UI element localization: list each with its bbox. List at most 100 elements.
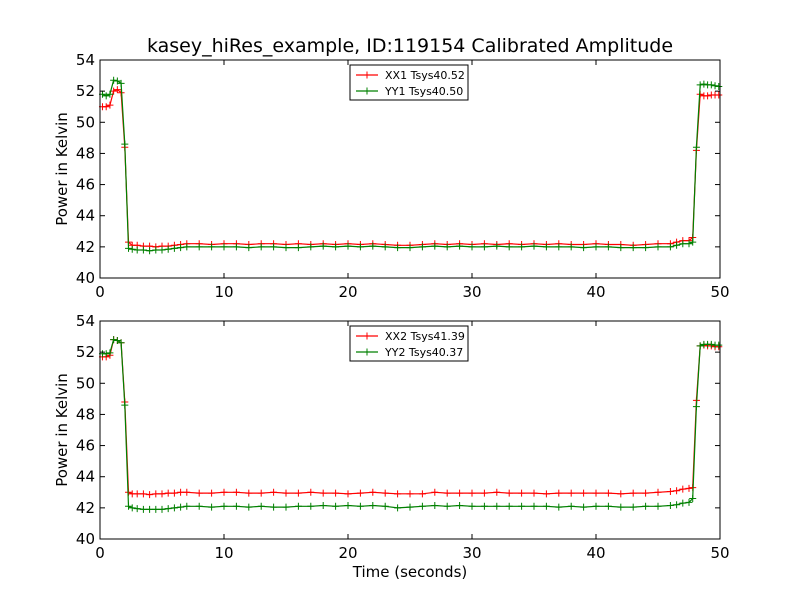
x-tick-label: 50 [710,544,729,562]
data-point [146,505,154,513]
data-point [369,502,377,510]
data-point [480,502,488,510]
data-point [715,82,723,90]
data-point [555,243,563,251]
y-axis-label-text: Power in Kelvin [53,112,71,226]
data-point [232,243,240,251]
data-point [146,491,154,499]
data-point [480,243,488,251]
data-point [183,243,191,251]
data-point [257,502,265,510]
data-point [480,489,488,497]
data-point [673,487,681,495]
data-point [133,246,141,254]
data-point [629,503,637,511]
data-point [617,503,625,511]
data-point [139,246,147,254]
data-point [128,245,136,253]
data-point [102,103,110,111]
y-tick-label: 54 [76,51,95,69]
data-point [158,246,166,254]
data-point [406,503,414,511]
data-point [245,244,253,252]
data-point [164,489,172,497]
data-point [666,488,674,496]
data-point [152,490,160,498]
data-point [102,350,110,358]
y-tick-label: 52 [76,82,95,100]
data-point [567,243,575,251]
data-point [692,403,700,411]
data-point [257,489,265,497]
data-point [456,489,464,497]
y-axis-label: Power in Kelvin [53,112,71,226]
data-point [128,504,136,512]
data-point [443,489,451,497]
data-point [685,484,693,492]
data-point [369,488,377,496]
data-point [110,336,118,344]
legend-marker [363,348,371,356]
data-point [113,77,121,85]
data-point [113,86,121,94]
data-point [381,502,389,510]
data-point [146,247,154,255]
data-point [443,243,451,251]
data-point [282,489,290,497]
data-point [629,244,637,252]
legend-item: XX1 Tsys40.52 [356,69,465,82]
data-point [468,243,476,251]
data-point [164,505,172,513]
y-tick-label: 46 [76,176,95,194]
data-point [245,489,253,497]
data-point [106,349,114,357]
data-point [493,502,501,510]
data-point [270,243,278,251]
data-point [220,502,228,510]
y-tick-label: 42 [76,499,95,517]
data-point [567,489,575,497]
data-point [654,243,662,251]
data-point [418,490,426,498]
data-point [257,243,265,251]
data-point [530,489,538,497]
x-tick-label: 30 [462,283,481,301]
data-point [530,242,538,250]
data-point [125,244,133,252]
data-point [232,502,240,510]
data-point [152,505,160,513]
data-point [604,489,612,497]
data-point [110,76,118,84]
legend-item: YY2 Tsys40.37 [356,346,463,359]
data-point [133,490,141,498]
data-point [220,243,228,251]
data-point [245,503,253,511]
data-point [604,243,612,251]
legend-marker [363,87,371,95]
data-point [102,92,110,100]
data-point [344,242,352,250]
y-tick-label: 40 [76,269,95,287]
data-point [518,502,526,510]
y-tick-label: 48 [76,405,95,423]
data-point [689,238,697,246]
legend-label: YY2 Tsys40.37 [384,346,463,359]
data-point [456,502,464,510]
data-point [617,490,625,498]
data-point [443,502,451,510]
y-tick-label: 42 [76,238,95,256]
x-tick-label: 40 [586,544,605,562]
y-tick-label: 54 [76,312,95,330]
data-point [431,242,439,250]
data-point [505,489,513,497]
data-point [208,489,216,497]
data-point [673,241,681,249]
data-point [208,243,216,251]
data-point [689,495,697,503]
data-point [133,505,141,513]
data-point [183,502,191,510]
data-point [707,340,715,348]
data-point [679,485,687,493]
data-point [468,489,476,497]
